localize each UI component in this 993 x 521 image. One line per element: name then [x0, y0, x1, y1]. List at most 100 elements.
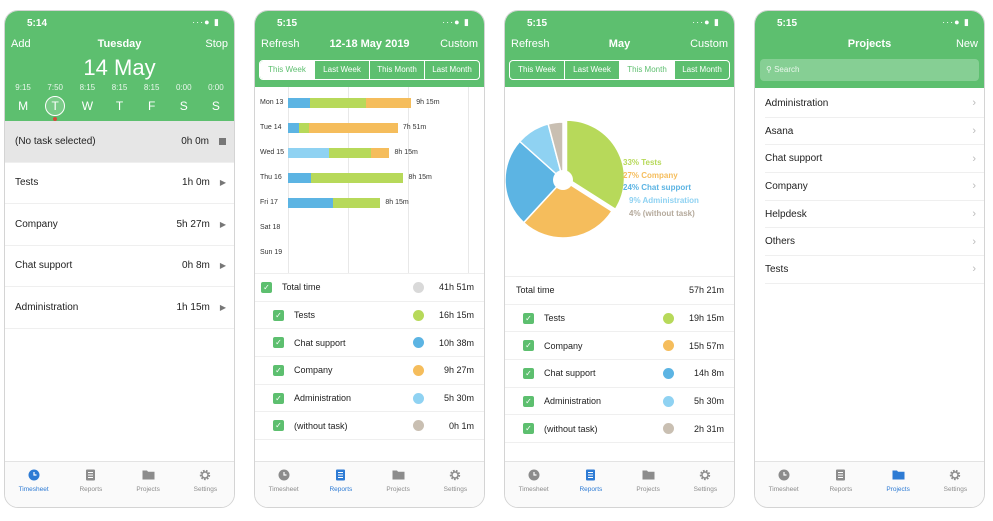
segment-last-month[interactable]: Last Month	[682, 65, 722, 74]
stop-button[interactable]: Stop	[205, 38, 228, 50]
tab-settings[interactable]: Settings	[177, 462, 234, 507]
refresh-button[interactable]: Refresh	[261, 38, 300, 50]
list-item-without-task[interactable]: ✓ (without task) 2h 31m	[505, 415, 734, 444]
tab-timesheet[interactable]: Timesheet	[255, 462, 312, 507]
segment-this-week[interactable]: This Week	[510, 61, 565, 79]
play-icon[interactable]: ▶	[219, 219, 226, 229]
segment-this-month[interactable]: This Month	[620, 61, 675, 79]
pie-slice-without-task	[547, 121, 564, 181]
day-sun[interactable]: 0:00 S	[200, 83, 232, 121]
folder-icon	[142, 470, 155, 480]
tab-reports[interactable]: Reports	[62, 462, 119, 507]
period-selector: This Week Last Week This Month Last Mont…	[259, 60, 480, 80]
item-name: Administration	[294, 393, 352, 404]
add-button[interactable]: Add	[11, 38, 31, 50]
day-tue[interactable]: 7:50 T	[39, 83, 71, 121]
checkbox-icon[interactable]: ✓	[273, 420, 284, 432]
list-item-administration[interactable]: ✓ Administration 5h 30m	[505, 388, 734, 416]
gear-icon	[450, 469, 461, 481]
list-item-tests[interactable]: ✓ Tests 19h 15m	[505, 305, 734, 333]
list-item-administration[interactable]: Administration ›	[765, 90, 984, 118]
segment-last-month[interactable]: Last Month	[432, 65, 472, 74]
status-bar: 5:15 ···● ▮	[755, 11, 984, 33]
chevron-right-icon: ›	[972, 235, 976, 248]
day-fri[interactable]: 8:15 F	[136, 83, 168, 121]
chevron-right-icon: ›	[972, 208, 976, 221]
list-item-administration[interactable]: ✓ Administration 5h 30m	[255, 385, 484, 413]
list-item-tests[interactable]: Tests ›	[765, 256, 984, 284]
tab-label: Reports	[79, 486, 103, 493]
tab-bar: Timesheet Reports Projects Settings	[755, 461, 984, 507]
play-icon[interactable]: ▶	[219, 178, 226, 188]
custom-button[interactable]: Custom	[440, 38, 478, 50]
tab-settings[interactable]: Settings	[427, 462, 484, 507]
tab-reports[interactable]: Reports	[562, 462, 619, 507]
tab-projects[interactable]: Projects	[370, 462, 427, 507]
checkbox-icon[interactable]: ✓	[523, 395, 534, 407]
task-row-none[interactable]: (No task selected) 0h 0m	[5, 121, 234, 163]
segment-last-week[interactable]: Last Week	[315, 61, 370, 79]
list-item-without-task[interactable]: ✓ (without task) 0h 1m	[255, 412, 484, 441]
day-letter: T	[45, 96, 66, 116]
day-wed[interactable]: 8:15 W	[71, 83, 103, 121]
pie-slice-tests	[565, 119, 625, 211]
checkbox-icon[interactable]: ✓	[273, 309, 284, 321]
list-item-company[interactable]: Company ›	[765, 173, 984, 201]
checkbox-icon[interactable]: ✓	[261, 281, 272, 293]
checkbox-icon[interactable]: ✓	[523, 312, 534, 324]
checkbox-icon[interactable]: ✓	[273, 392, 284, 404]
tab-timesheet[interactable]: Timesheet	[755, 462, 812, 507]
segment-last-week[interactable]: Last Week	[565, 61, 620, 79]
list-item-chat-support[interactable]: ✓ Chat support 10h 38m	[255, 329, 484, 358]
list-item-chat-support[interactable]: Chat support ›	[765, 145, 984, 174]
page-title: Projects	[847, 38, 892, 50]
chevron-right-icon: ›	[972, 152, 976, 165]
day-thu[interactable]: 8:15 T	[103, 83, 135, 121]
chart-bar-tests	[328, 148, 372, 158]
task-row-chat-support[interactable]: Chat support 0h 8m ▶	[5, 246, 234, 287]
day-mon[interactable]: 9:15 M	[7, 83, 39, 121]
list-item-company[interactable]: ✓ Company 9h 27m	[255, 357, 484, 385]
checkbox-icon[interactable]: ✓	[523, 423, 534, 435]
tab-label: Reports	[829, 486, 853, 493]
tab-timesheet[interactable]: Timesheet	[5, 462, 62, 507]
list-item-chat-support[interactable]: ✓ Chat support 14h 8m	[505, 360, 734, 388]
tab-settings[interactable]: Settings	[677, 462, 734, 507]
list-item-helpdesk[interactable]: Helpdesk ›	[765, 201, 984, 229]
day-sat[interactable]: 0:00 S	[168, 83, 200, 121]
list-item-tests[interactable]: ✓ Tests 16h 15m	[255, 302, 484, 330]
checkbox-icon[interactable]: ✓	[273, 364, 284, 376]
task-row-tests[interactable]: Tests 1h 0m ▶	[5, 163, 234, 204]
tab-projects[interactable]: Projects	[620, 462, 677, 507]
stop-icon[interactable]	[219, 137, 226, 145]
tab-reports[interactable]: Reports	[312, 462, 369, 507]
tab-projects[interactable]: Projects	[870, 462, 927, 507]
tab-timesheet[interactable]: Timesheet	[505, 462, 562, 507]
new-project-button[interactable]: New	[955, 38, 978, 50]
item-name: Tests	[294, 310, 316, 321]
segment-this-week[interactable]: This Week	[260, 61, 315, 79]
checkbox-icon[interactable]: ✓	[273, 337, 284, 349]
task-row-company[interactable]: Company 5h 27m ▶	[5, 204, 234, 246]
tab-projects[interactable]: Projects	[120, 462, 177, 507]
custom-button[interactable]: Custom	[690, 38, 728, 50]
refresh-button[interactable]: Refresh	[511, 38, 550, 50]
list-item-asana[interactable]: Asana ›	[765, 118, 984, 146]
tab-reports[interactable]: Reports	[812, 462, 869, 507]
play-icon[interactable]: ▶	[219, 302, 226, 312]
report-icon	[586, 469, 596, 481]
checkbox-icon[interactable]: ✓	[523, 367, 534, 379]
color-dot	[413, 337, 424, 349]
total-row[interactable]: ✓ Total time 41h 51m	[255, 274, 484, 302]
list-item-company[interactable]: ✓ Company 15h 57m	[505, 332, 734, 361]
list-item-others[interactable]: Others ›	[765, 228, 984, 257]
search-input[interactable]: ⚲ Search	[760, 59, 979, 81]
task-row-administration[interactable]: Administration 1h 15m ▶	[5, 287, 234, 329]
checkbox-icon[interactable]: ✓	[523, 340, 534, 352]
play-icon[interactable]: ▶	[219, 261, 226, 271]
tab-settings[interactable]: Settings	[927, 462, 984, 507]
nav-bar: Refresh 12-18 May 2019 Custom	[255, 33, 484, 55]
segment-this-month[interactable]: This Month	[370, 61, 425, 79]
current-day-dot	[53, 117, 58, 121]
legend-tests: 33% Tests	[623, 158, 662, 167]
